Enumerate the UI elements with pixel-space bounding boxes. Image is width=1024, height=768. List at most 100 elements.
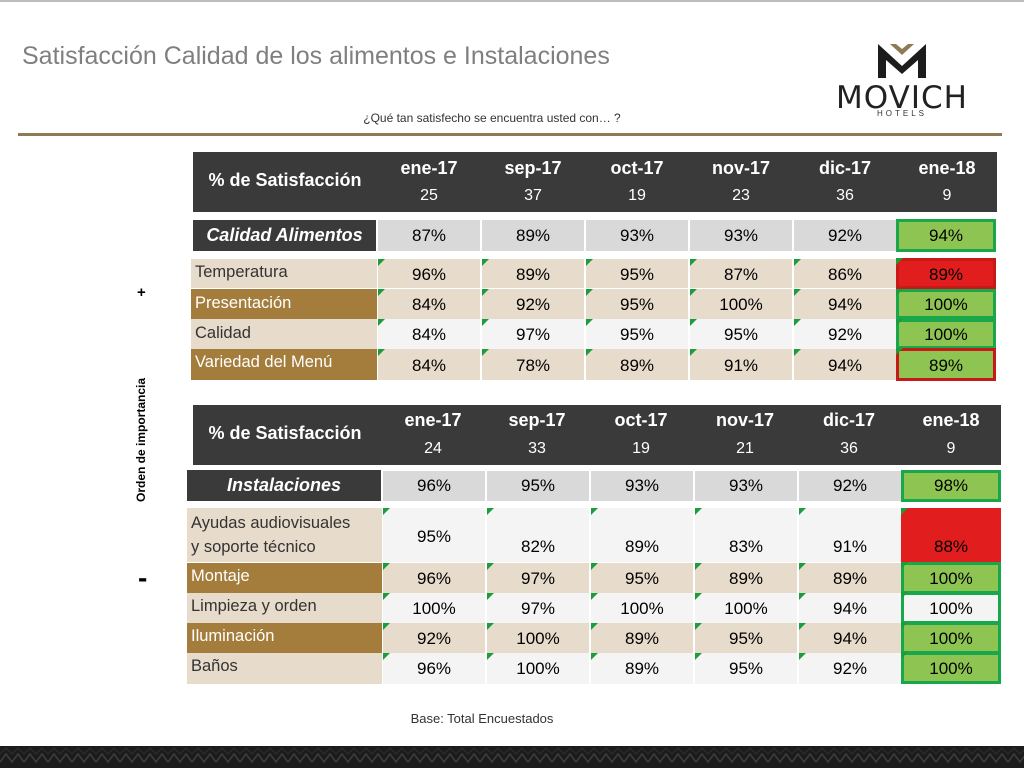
comment-marker-icon — [586, 319, 593, 326]
comment-marker-icon — [378, 319, 385, 326]
value-cell-high: 100% — [901, 622, 1001, 654]
value-cell: 89% — [799, 563, 901, 593]
summary-cell-highlight: 98% — [901, 470, 1001, 502]
value-cell: 94% — [794, 289, 896, 319]
comment-marker-icon — [896, 258, 903, 265]
title-divider — [18, 133, 1002, 136]
comment-marker-icon — [591, 563, 598, 570]
value-text: 94% — [832, 599, 868, 618]
value-cell: 95% — [591, 563, 693, 593]
value-cell-low: 88% — [901, 508, 1001, 562]
comment-marker-icon — [799, 623, 806, 630]
comment-marker-icon — [586, 289, 593, 296]
value-cell: 84% — [378, 349, 480, 380]
summary-cell: 87% — [378, 220, 480, 251]
comment-marker-icon — [901, 562, 908, 569]
value-cell: 89% — [586, 349, 688, 380]
respondent-count: 36 — [836, 187, 854, 204]
comment-marker-icon — [794, 259, 801, 266]
value-cell: 78% — [482, 349, 584, 380]
month-header: sep-17 — [508, 410, 566, 430]
comment-marker-icon — [799, 593, 806, 600]
comment-marker-icon — [690, 319, 697, 326]
comment-marker-icon — [901, 508, 908, 515]
respondent-count: 25 — [420, 187, 438, 204]
value-text: 95% — [728, 659, 764, 678]
comment-marker-icon — [378, 289, 385, 296]
attribute-label: Montaje — [187, 563, 382, 593]
month-header: ene-18 — [922, 410, 980, 430]
attribute-label: Presentación — [191, 289, 377, 319]
value-cell: 84% — [378, 319, 480, 349]
value-cell: 97% — [482, 319, 584, 349]
month-header: oct-17 — [614, 410, 668, 430]
header-label: % de Satisfacción — [208, 170, 362, 190]
value-text: 78% — [515, 356, 551, 375]
month-header: sep-17 — [504, 158, 562, 178]
respondent-count: 21 — [736, 440, 754, 457]
comment-marker-icon — [799, 653, 806, 660]
attribute-label: Calidad — [191, 319, 377, 349]
summary-cell: 93% — [591, 471, 693, 501]
value-text: 95% — [416, 527, 452, 546]
value-text: 92% — [827, 325, 863, 344]
value-text: 96% — [416, 659, 452, 678]
value-cell-high: 100% — [901, 652, 1001, 684]
value-cell: 83% — [695, 508, 797, 562]
summary-label: Instalaciones — [187, 470, 381, 501]
value-text: 89% — [624, 629, 660, 648]
comment-marker-icon — [487, 563, 494, 570]
value-text: 95% — [619, 295, 655, 314]
respondent-count: 23 — [732, 187, 750, 204]
value-cell: 95% — [586, 259, 688, 288]
value-text: 89% — [928, 265, 964, 284]
value-cell: 100% — [690, 289, 792, 319]
value-text: 92% — [515, 295, 551, 314]
value-cell: 95% — [586, 319, 688, 349]
value-text: 100% — [516, 659, 560, 678]
value-text: 89% — [624, 537, 660, 556]
value-text: 92% — [832, 659, 868, 678]
comment-marker-icon — [487, 593, 494, 600]
respondent-count: 19 — [632, 440, 650, 457]
value-text: 95% — [723, 325, 759, 344]
value-cell: 100% — [487, 623, 589, 653]
logo-wordmark: MOVICH — [836, 80, 968, 116]
logo-tagline: HOTELS — [876, 109, 927, 118]
value-text: 100% — [516, 629, 560, 648]
value-cell: 91% — [690, 349, 792, 380]
value-cell: 100% — [487, 653, 589, 684]
value-text: 94% — [827, 356, 863, 375]
value-cell: 89% — [695, 563, 797, 593]
month-header: nov-17 — [715, 410, 775, 430]
value-text: 84% — [411, 325, 447, 344]
value-cell: 87% — [690, 259, 792, 288]
comment-marker-icon — [695, 623, 702, 630]
value-text: 97% — [520, 599, 556, 618]
importance-minus: - — [138, 562, 148, 593]
value-text: 87% — [723, 265, 759, 284]
value-cell: 95% — [695, 653, 797, 684]
value-cell: 92% — [794, 319, 896, 349]
importance-plus: + — [137, 284, 146, 301]
comment-marker-icon — [901, 622, 908, 629]
value-text: 94% — [832, 629, 868, 648]
value-text: 100% — [724, 599, 768, 618]
comment-marker-icon — [591, 593, 598, 600]
comment-marker-icon — [794, 289, 801, 296]
comment-marker-icon — [695, 653, 702, 660]
comment-marker-icon — [695, 563, 702, 570]
value-text: 94% — [827, 295, 863, 314]
comment-marker-icon — [383, 563, 390, 570]
month-header: oct-17 — [610, 158, 664, 178]
value-text: 95% — [624, 569, 660, 588]
comment-marker-icon — [383, 593, 390, 600]
page-title: Satisfacción Calidad de los alimentos e … — [22, 42, 610, 70]
top-rule — [0, 0, 1024, 2]
comment-marker-icon — [586, 349, 593, 356]
comment-marker-icon — [487, 623, 494, 630]
comment-marker-icon — [383, 508, 390, 515]
value-cell: 94% — [794, 349, 896, 380]
attribute-label: Temperatura — [191, 259, 377, 288]
value-cell: 84% — [378, 289, 480, 319]
